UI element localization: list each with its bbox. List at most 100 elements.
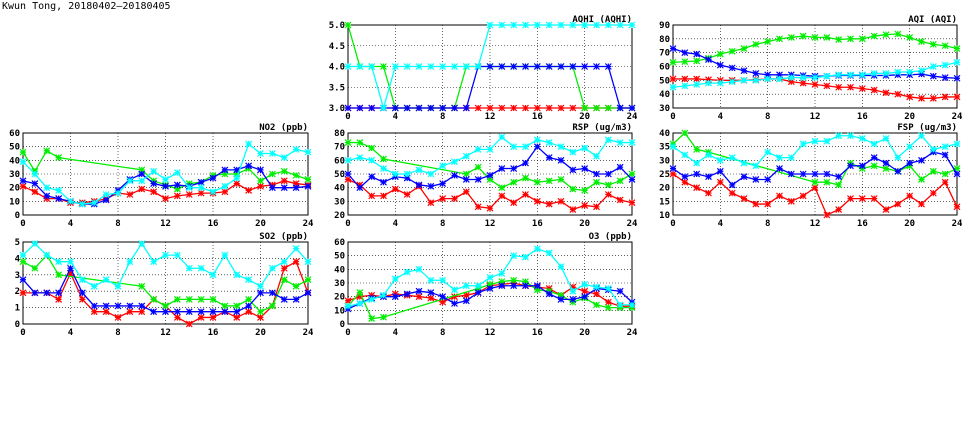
y-tick-label: 0 <box>15 320 20 330</box>
data-point-marker <box>90 308 98 316</box>
data-point-marker <box>593 63 600 70</box>
data-point-marker <box>533 143 541 151</box>
x-tick-label: 0 <box>345 112 350 122</box>
data-point-marker <box>138 302 146 310</box>
data-point-marker <box>557 156 565 164</box>
data-point-marker <box>102 302 110 310</box>
data-point-marker <box>257 177 264 185</box>
data-point-marker <box>462 176 470 183</box>
data-point-marker <box>344 302 352 310</box>
x-tick-label: 8 <box>440 328 445 338</box>
data-point-marker <box>462 291 470 299</box>
data-point-marker <box>268 150 276 157</box>
data-point-marker <box>486 171 494 179</box>
data-point-marker <box>451 63 458 70</box>
y-tick-label: 3.5 <box>329 83 345 93</box>
data-point-marker <box>728 78 736 86</box>
data-point-marker <box>557 104 565 112</box>
data-point-marker <box>693 145 701 153</box>
data-point-marker <box>858 71 866 79</box>
data-point-marker <box>522 278 529 286</box>
y-tick-label: 4.0 <box>329 63 345 73</box>
data-point-marker <box>823 82 831 90</box>
data-point-marker <box>693 57 701 65</box>
data-point-marker <box>162 176 169 183</box>
data-point-marker <box>380 291 387 299</box>
data-point-marker <box>604 298 612 306</box>
data-point-marker <box>811 74 819 81</box>
x-tick-label: 4 <box>393 328 399 338</box>
data-point-marker <box>533 197 541 205</box>
data-point-marker <box>953 58 961 66</box>
x-tick-label: 20 <box>579 328 590 338</box>
x-tick-label: 16 <box>857 219 868 229</box>
x-tick-label: 16 <box>532 112 543 122</box>
data-point-marker <box>292 245 300 252</box>
data-point-marker <box>870 86 878 94</box>
data-point-marker <box>380 104 387 112</box>
data-point-marker <box>545 249 553 257</box>
data-point-marker <box>209 308 217 316</box>
data-point-marker <box>474 63 482 70</box>
data-point-marker <box>78 295 86 303</box>
data-point-marker <box>102 191 110 198</box>
data-point-marker <box>197 189 205 197</box>
data-point-marker <box>403 174 411 182</box>
data-point-marker <box>740 76 748 84</box>
data-point-marker <box>185 264 193 272</box>
data-point-marker <box>776 165 783 172</box>
data-point-marker <box>486 145 494 153</box>
data-point-marker <box>67 197 74 205</box>
y-tick-label: 0 <box>340 320 345 330</box>
data-point-marker <box>557 176 565 183</box>
data-point-marker <box>221 182 229 190</box>
data-point-marker <box>138 240 146 248</box>
data-point-marker <box>628 139 636 146</box>
x-tick-label: 20 <box>255 328 266 338</box>
x-tick-label: 24 <box>952 219 963 229</box>
x-tick-label: 16 <box>208 219 219 229</box>
data-point-marker <box>245 308 253 316</box>
data-point-marker <box>616 196 624 204</box>
data-point-marker <box>415 287 423 295</box>
data-point-marker <box>356 139 364 146</box>
data-point-marker <box>380 155 387 163</box>
data-point-marker <box>43 147 51 155</box>
data-point-marker <box>811 81 819 88</box>
data-point-marker <box>462 152 470 160</box>
chart-title: NO2 (ppb) <box>259 123 308 133</box>
y-tick-label: 2 <box>15 287 20 297</box>
data-point-marker <box>391 293 399 301</box>
x-tick-label: 20 <box>579 219 590 229</box>
data-point-marker <box>510 21 518 29</box>
data-point-marker <box>221 170 229 178</box>
data-point-marker <box>304 289 312 297</box>
chart-title: O3 (ppb) <box>589 232 632 242</box>
y-tick-label: 50 <box>334 252 345 262</box>
data-point-marker <box>439 104 447 112</box>
data-point-marker <box>245 295 253 303</box>
data-point-marker <box>669 45 677 52</box>
data-point-marker <box>569 295 577 303</box>
data-point-marker <box>522 159 529 167</box>
series-green <box>669 30 961 66</box>
data-point-marker <box>522 104 529 112</box>
data-point-marker <box>55 258 63 266</box>
data-point-marker <box>581 21 589 29</box>
data-point-marker <box>929 167 937 175</box>
data-point-marker <box>138 185 146 193</box>
data-point-marker <box>173 308 181 316</box>
data-point-marker <box>19 276 27 284</box>
data-point-marker <box>462 188 470 196</box>
data-point-marker <box>533 245 541 253</box>
data-point-marker <box>138 177 146 185</box>
data-point-marker <box>498 278 506 286</box>
x-tick-label: 24 <box>627 219 638 229</box>
data-point-marker <box>380 63 387 70</box>
data-point-marker <box>593 104 600 112</box>
y-tick-label: 20 <box>334 293 345 303</box>
data-point-marker <box>451 195 458 203</box>
data-point-marker <box>451 300 458 307</box>
data-point-marker <box>716 178 724 186</box>
